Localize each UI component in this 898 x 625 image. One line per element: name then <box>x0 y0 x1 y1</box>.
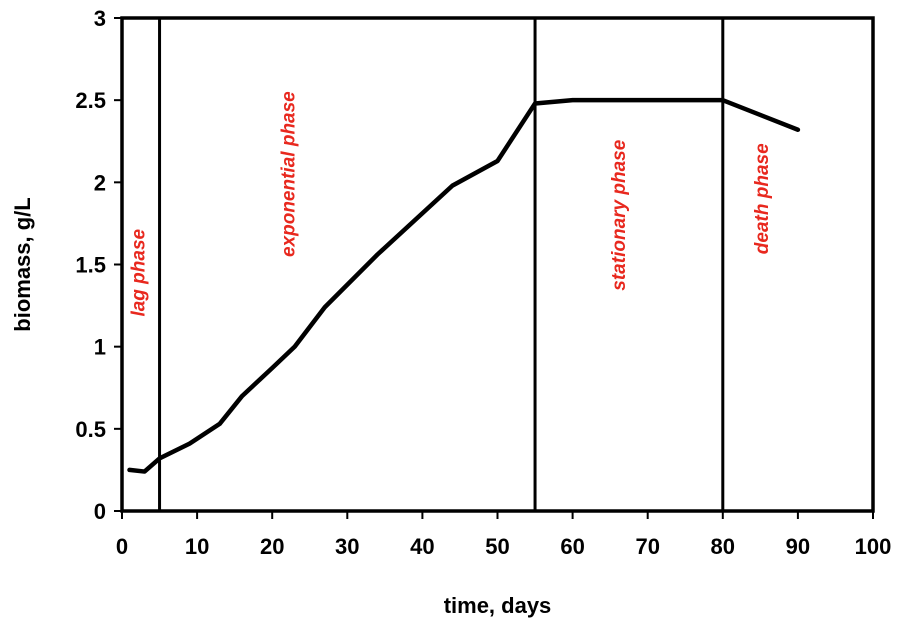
x-axis-title: time, days <box>444 593 552 618</box>
x-axis-tick-labels: 0 10 20 30 40 50 60 70 80 90 100 <box>116 534 891 559</box>
x-tick-label: 90 <box>786 534 810 559</box>
x-tick-label: 10 <box>185 534 209 559</box>
phase-label: lag phase <box>129 228 150 316</box>
y-axis-tick-labels: 0 0.5 1 1.5 2 2.5 3 <box>75 6 106 524</box>
x-tick-label: 30 <box>335 534 359 559</box>
y-tick-label: 0.5 <box>75 417 106 442</box>
x-tick-label: 50 <box>485 534 509 559</box>
x-tick-label: 100 <box>855 534 892 559</box>
x-tick-label: 0 <box>116 534 128 559</box>
phase-labels: lag phase exponential phase stationary pha… <box>129 91 773 317</box>
y-tick-label: 3 <box>94 6 106 31</box>
y-tick-label: 1.5 <box>75 253 106 278</box>
y-tick-label: 2.5 <box>75 88 106 113</box>
axis-ticks <box>114 17 874 519</box>
y-tick-label: 2 <box>94 170 106 195</box>
x-tick-label: 60 <box>560 534 584 559</box>
x-tick-label: 80 <box>711 534 735 559</box>
y-axis-title: biomass, g/L <box>10 197 35 331</box>
x-tick-label: 40 <box>410 534 434 559</box>
data-series <box>127 97 801 474</box>
y-tick-label: 1 <box>94 335 106 360</box>
x-tick-label: 20 <box>260 534 284 559</box>
plot-area-frame <box>120 16 875 513</box>
phase-label: stationary phase <box>609 139 630 290</box>
y-tick-label: 0 <box>94 499 106 524</box>
phase-boundary-lines <box>158 18 725 511</box>
x-tick-label: 70 <box>635 534 659 559</box>
phase-label: death phase <box>752 143 773 254</box>
phase-label: exponential phase <box>279 91 300 257</box>
biomass-curve <box>127 97 801 474</box>
